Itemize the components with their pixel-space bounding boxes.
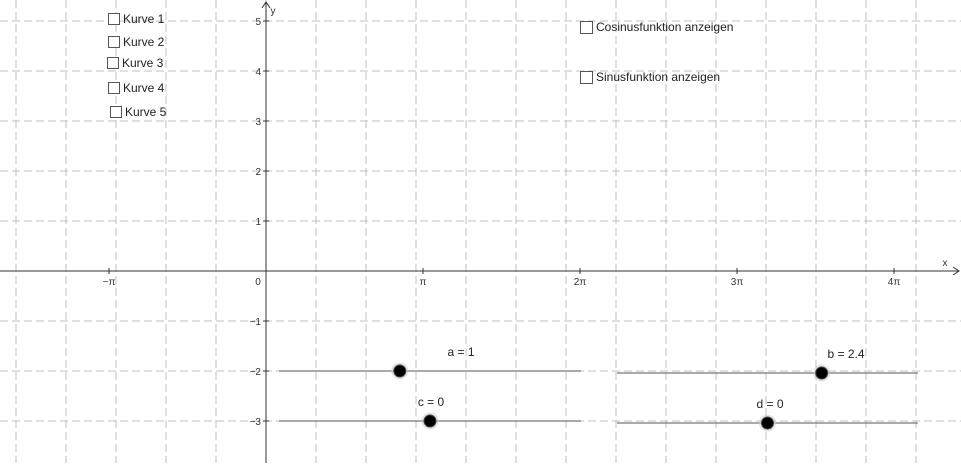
slider-d-label: d = 0 [756, 397, 783, 411]
sliders: a = 1 b = 2.4 c = 0 d = 0 [279, 345, 918, 432]
slider-b[interactable]: b = 2.4 [617, 347, 918, 382]
checkbox-label: Kurve 1 [123, 12, 165, 26]
x-axis-label: x [943, 258, 948, 269]
checkbox-box[interactable] [108, 36, 120, 48]
slider-c-label: c = 0 [418, 395, 445, 409]
checkbox-sinus[interactable]: Sinusfunktion anzeigen [580, 70, 720, 84]
y-axis-label: y [271, 6, 276, 17]
y-tick-label: 3 [255, 117, 261, 128]
x-tick-label: −π [103, 277, 116, 288]
checkbox-kurve-5[interactable]: Kurve 5 [110, 105, 166, 119]
slider-c-handle[interactable] [423, 414, 437, 428]
checkbox-cosinus[interactable]: Cosinusfunktion anzeigen [580, 20, 733, 34]
checkbox-box[interactable] [107, 57, 119, 69]
y-tick-label: 1 [255, 217, 261, 228]
x-tick-label: 4π [888, 277, 901, 288]
slider-b-handle[interactable] [815, 366, 829, 380]
y-tick-label: −2 [250, 367, 262, 378]
slider-a-label: a = 1 [447, 345, 474, 359]
origin-label: 0 [255, 277, 261, 288]
y-tick-label: 4 [255, 67, 261, 78]
x-tick-label: 2π [574, 277, 587, 288]
y-tick-label: −1 [250, 317, 262, 328]
slider-c[interactable]: c = 0 [279, 395, 581, 430]
y-tick-label: 5 [255, 17, 261, 28]
x-tick-label: π [420, 277, 427, 288]
checkbox-label: Kurve 3 [122, 56, 164, 70]
y-tick-label: −3 [250, 417, 262, 428]
checkbox-label: Sinusfunktion anzeigen [596, 70, 721, 84]
x-tick-label: 3π [731, 277, 744, 288]
checkbox-kurve-3[interactable]: Kurve 3 [107, 56, 163, 70]
slider-a-handle[interactable] [393, 364, 407, 378]
checkbox-kurve-4[interactable]: Kurve 4 [108, 81, 164, 95]
checkbox-kurve-1[interactable]: Kurve 1 [108, 12, 164, 26]
checkbox-label: Kurve 5 [125, 105, 167, 119]
checkbox-label: Kurve 2 [123, 35, 165, 49]
slider-b-label: b = 2.4 [827, 347, 864, 361]
slider-d-handle[interactable] [761, 416, 774, 430]
y-axis-arrow [261, 1, 271, 9]
x-axis-arrow [952, 266, 960, 276]
checkbox-box[interactable] [108, 13, 120, 25]
slider-d[interactable]: d = 0 [617, 397, 918, 432]
checkbox-kurve-2[interactable]: Kurve 2 [108, 35, 164, 49]
checkbox-box[interactable] [108, 82, 120, 94]
checkbox-box[interactable] [110, 106, 122, 118]
checkbox-box[interactable] [580, 70, 593, 84]
slider-a[interactable]: a = 1 [279, 345, 581, 380]
checkbox-label: Kurve 4 [123, 81, 165, 95]
checkbox-box[interactable] [580, 20, 593, 34]
y-tick-label: 2 [255, 167, 261, 178]
tick-labels: x y 0 −π π 2π 3π 4π 5 4 3 2 1 −1 −2 −3 [103, 6, 948, 428]
checkbox-label: Cosinusfunktion anzeigen [596, 20, 734, 34]
